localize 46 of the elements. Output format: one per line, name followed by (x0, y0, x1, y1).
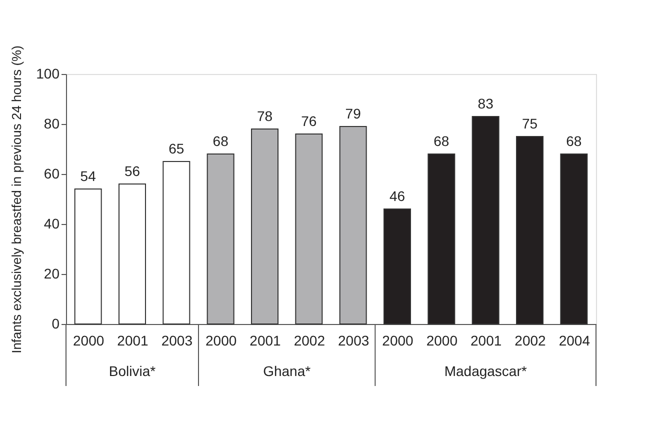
x-tick-label: 2001 (470, 332, 502, 348)
bar (295, 134, 323, 324)
x-tick-label: 2003 (338, 332, 370, 348)
bar (74, 188, 102, 324)
y-tick-label: 60 (44, 166, 60, 182)
y-tick-label: 20 (44, 266, 60, 282)
data-label: 68 (434, 133, 450, 149)
x-tick-label: 2002 (514, 332, 546, 348)
data-label: 79 (345, 106, 362, 122)
x-tick-label: 2000 (73, 332, 104, 348)
data-label: 46 (389, 188, 406, 204)
x-tick-label: 2002 (294, 332, 326, 348)
data-label: 78 (256, 108, 273, 124)
x-tick-label: 2001 (117, 332, 149, 348)
text: Madagascar* (444, 363, 528, 379)
x-tick-label: 2000 (382, 332, 414, 348)
data-label: 83 (478, 96, 494, 112)
data-label: 75 (522, 116, 538, 132)
y-tick-label: 0 (52, 316, 60, 332)
bar (118, 184, 146, 324)
x-tick-label: 2000 (426, 332, 458, 348)
data-label: 56 (124, 163, 140, 179)
data-label: 65 (168, 140, 184, 156)
bar (472, 116, 500, 324)
y-tick-label: 80 (44, 116, 60, 132)
bar (516, 136, 544, 324)
data-label: 68 (566, 133, 582, 149)
y-tick-label: 40 (44, 216, 60, 232)
bar (251, 128, 278, 324)
x-tick-label: 2000 (206, 332, 237, 348)
bar (384, 208, 411, 324)
x-tick-label: 2001 (250, 332, 282, 348)
text: Ghana* (263, 363, 312, 379)
data-label: 54 (80, 168, 96, 184)
text: Bolivia* (108, 363, 156, 379)
y-tick-label: 100 (36, 66, 60, 82)
bar (428, 154, 456, 324)
y-axis-title: Infants exclusively breastfed in previous 24 hours (%) (9, 46, 24, 354)
bar (560, 154, 588, 324)
bar (162, 161, 190, 324)
x-tick-label: 2003 (161, 332, 193, 348)
bar (339, 126, 367, 324)
data-label: 68 (212, 133, 229, 149)
bar (206, 154, 234, 324)
x-tick-label: 2004 (558, 332, 590, 348)
data-label: 76 (301, 113, 317, 129)
